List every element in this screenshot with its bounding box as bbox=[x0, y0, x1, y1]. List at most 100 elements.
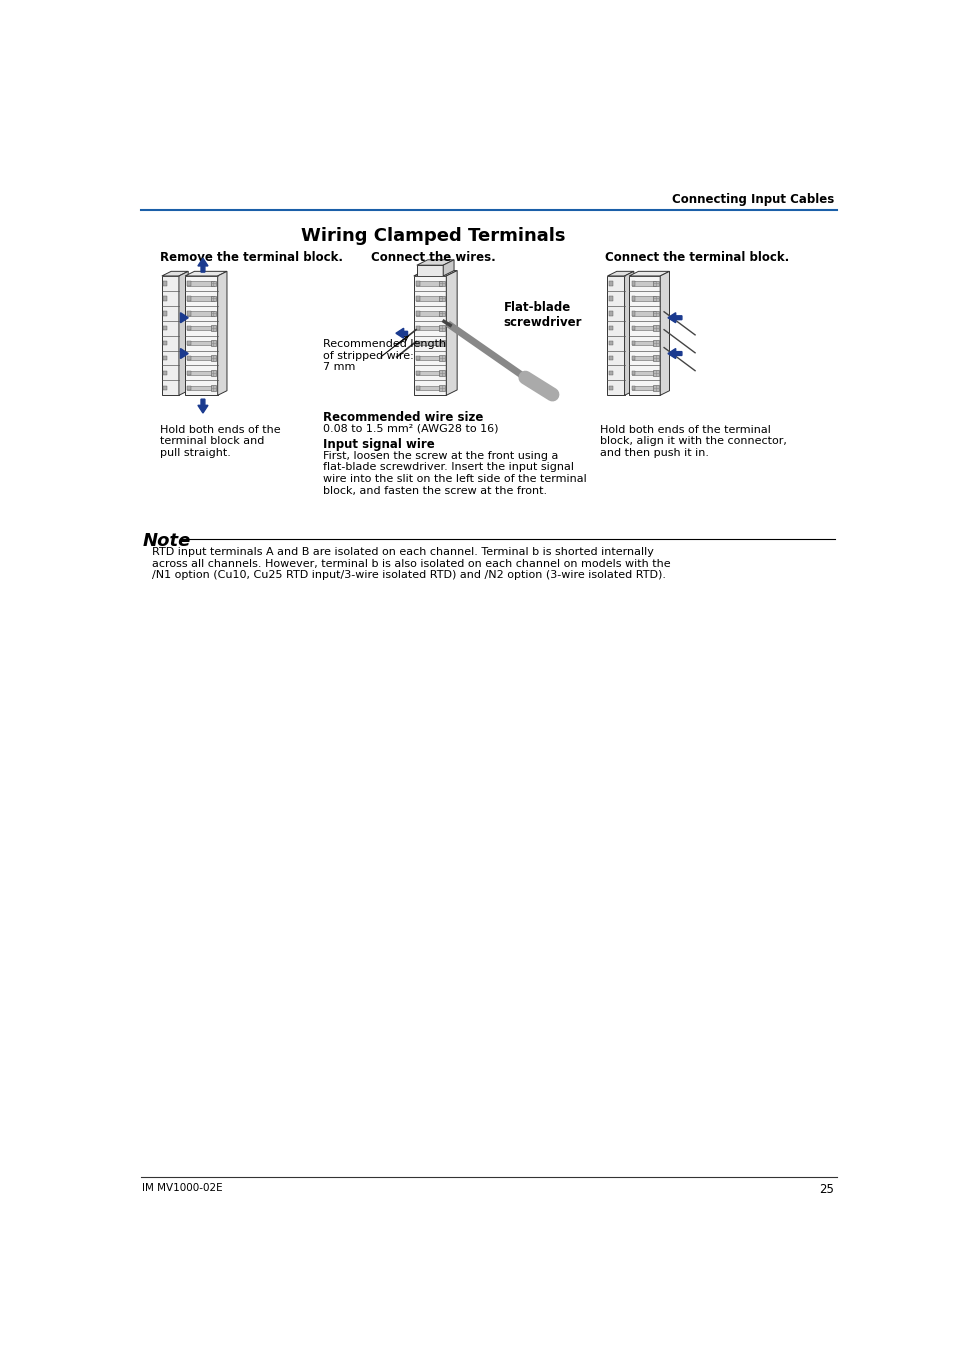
Bar bbox=[653, 296, 658, 301]
Bar bbox=[629, 275, 659, 396]
Bar bbox=[416, 310, 419, 316]
Bar bbox=[211, 281, 216, 286]
Bar bbox=[187, 296, 192, 301]
Bar bbox=[211, 370, 216, 375]
Bar bbox=[631, 296, 656, 301]
Bar bbox=[607, 275, 624, 396]
FancyArrow shape bbox=[667, 313, 681, 323]
Bar bbox=[416, 340, 442, 346]
Bar bbox=[187, 340, 213, 346]
Bar bbox=[608, 310, 612, 316]
Bar bbox=[163, 281, 167, 286]
Bar bbox=[608, 386, 612, 390]
Bar bbox=[187, 386, 213, 390]
Bar bbox=[416, 281, 419, 286]
Bar bbox=[187, 386, 192, 390]
Bar bbox=[631, 281, 656, 286]
FancyArrow shape bbox=[180, 313, 188, 323]
Bar bbox=[608, 371, 612, 375]
Bar bbox=[416, 355, 442, 360]
Bar bbox=[416, 386, 419, 390]
Bar bbox=[416, 340, 419, 346]
Bar bbox=[439, 310, 444, 316]
Bar bbox=[631, 310, 656, 316]
Text: Connect the wires.: Connect the wires. bbox=[371, 251, 496, 265]
Polygon shape bbox=[446, 270, 456, 396]
Bar bbox=[439, 281, 444, 286]
Bar bbox=[631, 325, 656, 331]
Text: 0.08 to 1.5 mm² (AWG28 to 16): 0.08 to 1.5 mm² (AWG28 to 16) bbox=[323, 423, 498, 433]
Polygon shape bbox=[624, 271, 633, 396]
Polygon shape bbox=[416, 259, 454, 265]
Bar bbox=[653, 310, 658, 316]
Bar bbox=[187, 310, 192, 316]
Bar bbox=[631, 355, 656, 360]
Bar bbox=[187, 355, 192, 360]
Bar bbox=[439, 355, 444, 360]
Bar bbox=[631, 386, 635, 390]
Bar bbox=[416, 310, 442, 316]
FancyArrow shape bbox=[197, 400, 208, 413]
Bar bbox=[163, 325, 167, 331]
Polygon shape bbox=[185, 271, 227, 275]
Polygon shape bbox=[629, 271, 669, 275]
Bar bbox=[211, 340, 216, 346]
Bar bbox=[631, 340, 635, 346]
Bar bbox=[416, 371, 419, 375]
Bar bbox=[187, 281, 192, 286]
Bar bbox=[439, 385, 444, 390]
Bar bbox=[608, 325, 612, 331]
Bar bbox=[187, 281, 213, 286]
Bar bbox=[416, 265, 443, 275]
Polygon shape bbox=[659, 271, 669, 396]
Bar bbox=[187, 371, 213, 375]
Text: Flat-blade
screwdriver: Flat-blade screwdriver bbox=[503, 301, 581, 328]
Bar bbox=[211, 355, 216, 360]
Text: Recommended length
of stripped wire:
7 mm: Recommended length of stripped wire: 7 m… bbox=[323, 339, 446, 373]
Bar bbox=[608, 281, 612, 286]
Bar bbox=[631, 371, 635, 375]
Polygon shape bbox=[414, 270, 456, 275]
Polygon shape bbox=[217, 271, 227, 396]
Bar bbox=[163, 340, 167, 346]
Bar bbox=[187, 355, 213, 360]
Bar bbox=[416, 281, 442, 286]
Bar bbox=[416, 296, 442, 301]
Text: Hold both ends of the terminal
block, align it with the connector,
and then push: Hold both ends of the terminal block, al… bbox=[599, 424, 786, 458]
Bar bbox=[187, 340, 192, 346]
Text: Hold both ends of the
terminal block and
pull straight.: Hold both ends of the terminal block and… bbox=[160, 424, 280, 458]
Bar bbox=[187, 325, 192, 331]
Bar bbox=[187, 371, 192, 375]
Bar bbox=[608, 355, 612, 360]
Bar bbox=[211, 325, 216, 331]
Bar bbox=[439, 370, 444, 375]
Text: Connecting Input Cables: Connecting Input Cables bbox=[671, 193, 833, 207]
Text: Recommended wire size: Recommended wire size bbox=[323, 410, 483, 424]
Bar bbox=[416, 355, 419, 360]
Bar bbox=[631, 340, 656, 346]
Text: RTD input terminals A and B are isolated on each channel. Terminal b is shorted : RTD input terminals A and B are isolated… bbox=[152, 547, 670, 580]
FancyArrow shape bbox=[667, 348, 681, 359]
FancyArrow shape bbox=[197, 258, 208, 273]
Polygon shape bbox=[179, 271, 188, 396]
Text: 25: 25 bbox=[818, 1183, 833, 1196]
Bar bbox=[187, 310, 213, 316]
Bar bbox=[163, 296, 167, 301]
Text: IM MV1000-02E: IM MV1000-02E bbox=[142, 1183, 223, 1193]
Polygon shape bbox=[443, 259, 454, 275]
Bar bbox=[631, 386, 656, 390]
Text: Wiring Clamped Terminals: Wiring Clamped Terminals bbox=[301, 227, 565, 246]
Bar bbox=[211, 385, 216, 390]
Bar bbox=[163, 371, 167, 375]
Bar bbox=[185, 275, 217, 396]
Bar bbox=[631, 355, 635, 360]
Bar bbox=[414, 275, 446, 396]
Text: Connect the terminal block.: Connect the terminal block. bbox=[604, 251, 788, 265]
Bar bbox=[211, 296, 216, 301]
Bar bbox=[653, 281, 658, 286]
Bar bbox=[653, 385, 658, 390]
Bar bbox=[416, 325, 442, 331]
Text: Input signal wire: Input signal wire bbox=[323, 439, 435, 451]
Bar bbox=[653, 355, 658, 360]
Bar bbox=[631, 325, 635, 331]
